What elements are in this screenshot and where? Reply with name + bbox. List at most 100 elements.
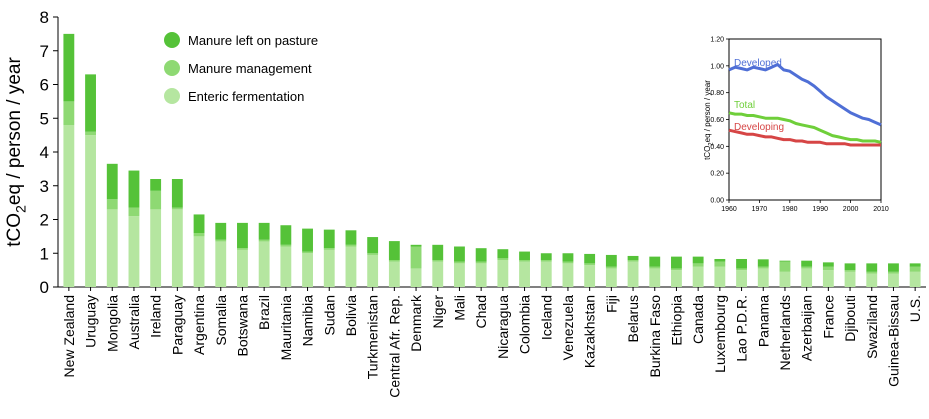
x-tick-label: Swaziland bbox=[864, 295, 880, 359]
y-tick-label: 3 bbox=[40, 177, 49, 196]
x-tick-label: Niger bbox=[430, 295, 446, 329]
legend-swatch bbox=[164, 60, 180, 76]
bar-segment bbox=[410, 246, 422, 269]
bar-segment bbox=[866, 263, 878, 272]
bar-segment bbox=[475, 263, 487, 287]
y-tick-label: 8 bbox=[40, 8, 49, 27]
legend-label: Manure management bbox=[188, 61, 312, 76]
x-tick-label: Australia bbox=[126, 295, 142, 350]
bar-segment bbox=[497, 260, 509, 287]
y-tick-label: 1 bbox=[40, 244, 49, 263]
inset-line-chart: 0.00 0.20 0.40 0.60 0.80 1.00 1.20 1960 1970 1980… bbox=[703, 37, 889, 214]
bar-segment bbox=[888, 271, 899, 274]
bar-segment bbox=[128, 207, 140, 217]
x-tick-label-group: Iceland bbox=[538, 295, 554, 340]
y-tick-label: 7 bbox=[40, 42, 49, 61]
bar-segment bbox=[605, 266, 617, 269]
bar-segment bbox=[280, 225, 292, 245]
x-tick-label-group: Azerbaijan bbox=[799, 295, 815, 361]
x-tick-label: Panama bbox=[755, 295, 771, 347]
x-tick-label-group: Mali bbox=[451, 295, 467, 321]
bar-segment bbox=[454, 246, 465, 262]
bar-segment bbox=[367, 237, 379, 254]
bar-segment bbox=[714, 258, 726, 262]
bar-segment bbox=[215, 222, 227, 240]
bar-segment bbox=[193, 233, 205, 237]
x-tick-label-group: Denmark bbox=[408, 294, 424, 352]
bar-segment bbox=[237, 222, 248, 249]
bar-segment bbox=[692, 256, 704, 264]
bar-segment bbox=[844, 270, 856, 272]
bar-segment bbox=[432, 260, 444, 262]
bar-segment bbox=[562, 261, 574, 264]
x-tick-label: Mali bbox=[451, 295, 467, 321]
bar-segment bbox=[63, 125, 75, 287]
x-tick-label-group: Somalia bbox=[213, 295, 229, 346]
x-tick-label-group: Australia bbox=[126, 295, 142, 350]
bar-segment bbox=[909, 263, 921, 267]
x-tick-label-group: Mauritania bbox=[278, 295, 294, 361]
bar-segment bbox=[844, 271, 856, 287]
y-tick-label: 5 bbox=[40, 109, 49, 128]
bar-segment bbox=[736, 258, 747, 269]
bar-segment bbox=[540, 253, 552, 260]
x-tick-label: Central Afr. Rep. bbox=[386, 295, 402, 398]
bar-segment bbox=[106, 209, 118, 287]
inset-x-tick-label: 1970 bbox=[752, 206, 768, 213]
bar-segment bbox=[323, 248, 335, 250]
x-tick-label: Nicaragua bbox=[495, 295, 511, 359]
x-tick-label-group: Netherlands bbox=[777, 295, 793, 371]
inset-y-axis-label-rest: eq / person / year bbox=[703, 80, 712, 143]
bar-segment bbox=[649, 266, 661, 269]
inset-series-label: Developed bbox=[734, 58, 782, 69]
inset-series-label: Developing bbox=[734, 122, 784, 133]
x-tick-label-group: Botswana bbox=[234, 295, 250, 357]
x-tick-label: Lao P.D.R. bbox=[734, 295, 750, 362]
bar-segment bbox=[736, 268, 747, 271]
x-tick-label: Sudan bbox=[321, 295, 337, 335]
bar-segment bbox=[801, 266, 813, 269]
inset-y-tick-label: 0.80 bbox=[710, 90, 724, 97]
bar-segment bbox=[519, 260, 530, 262]
x-tick-label-group: Djibouti bbox=[842, 295, 858, 342]
bar-segment bbox=[540, 261, 552, 287]
legend-label: Enteric fermentation bbox=[188, 89, 304, 104]
x-tick-label: Iceland bbox=[538, 295, 554, 340]
bar-segment bbox=[128, 216, 140, 287]
y-tick-label: 0 bbox=[40, 278, 49, 297]
y-axis-label-text: tCO2eq / person / year bbox=[4, 57, 30, 247]
x-tick-label-group: Brazil bbox=[256, 295, 272, 330]
bar-segment bbox=[367, 254, 379, 287]
x-tick-label-group: Sudan bbox=[321, 295, 337, 335]
x-tick-label-group: Central Afr. Rep. bbox=[386, 295, 402, 398]
bar-segment bbox=[605, 268, 617, 287]
bar-segment bbox=[692, 263, 704, 267]
bar-segment bbox=[106, 163, 118, 200]
legend-swatch bbox=[164, 32, 180, 48]
x-tick-label-group: Namibia bbox=[300, 295, 316, 347]
inset-y-tick-label: 1.00 bbox=[710, 63, 724, 70]
x-tick-label-group: Venezuela bbox=[560, 295, 576, 361]
x-tick-label: Denmark bbox=[408, 294, 424, 352]
x-tick-label: Colombia bbox=[517, 295, 533, 354]
x-tick-label: Argentina bbox=[191, 295, 207, 355]
inset-series-line bbox=[728, 128, 881, 147]
bar-segment bbox=[562, 253, 574, 262]
x-tick-label: Venezuela bbox=[560, 295, 576, 361]
inset-y-tick-label: 0.40 bbox=[710, 144, 724, 151]
bar-segment bbox=[627, 255, 639, 260]
bar-segment bbox=[388, 241, 400, 260]
x-tick-label-group: Paraguay bbox=[169, 295, 185, 355]
x-tick-label: Djibouti bbox=[842, 295, 858, 342]
bar-segment bbox=[193, 236, 205, 287]
bar-segment bbox=[801, 268, 813, 287]
x-tick-label-group: Mongolia bbox=[104, 295, 120, 352]
bar-segment bbox=[822, 262, 834, 267]
x-tick-label-group: Turkmenistan bbox=[365, 295, 381, 379]
bar-segment bbox=[302, 253, 313, 287]
bar-segment bbox=[258, 241, 270, 287]
x-tick-label-group: Luxembourg bbox=[712, 295, 728, 373]
inset-x-tick-label: 1960 bbox=[721, 206, 737, 213]
